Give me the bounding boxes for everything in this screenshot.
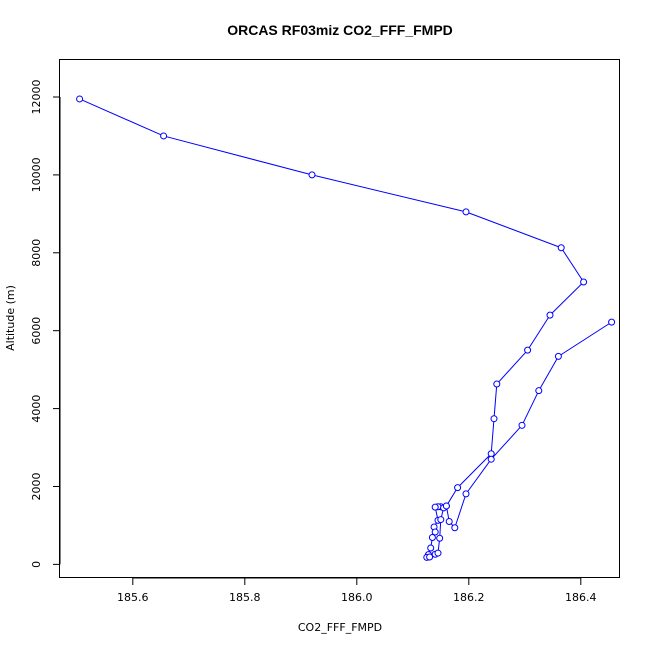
data-point <box>436 534 444 542</box>
series-line-segment <box>496 349 528 385</box>
y-tick-label: 6000 <box>30 317 43 345</box>
data-point <box>518 421 526 429</box>
data-point <box>487 455 495 463</box>
series-line-segment <box>558 321 612 357</box>
data-point <box>454 484 462 492</box>
series-line-segment <box>549 281 584 316</box>
y-tick-label: 0 <box>30 561 43 568</box>
data-point <box>493 380 501 388</box>
y-axis-label: Altitude (m) <box>4 285 17 351</box>
data-point <box>428 533 436 541</box>
x-tick-label: 185.6 <box>117 591 149 604</box>
data-point <box>554 352 562 360</box>
data-point <box>608 318 616 326</box>
y-tick-label: 4000 <box>30 395 43 423</box>
data-point <box>535 387 543 395</box>
x-axis: 185.6 185.8 186.0 186.2 186.4 <box>117 577 597 604</box>
series-line-segment <box>445 487 459 507</box>
data-point <box>490 415 498 423</box>
series-line-segment <box>311 174 467 213</box>
y-tick-label: 2000 <box>30 472 43 500</box>
series-line-segment <box>527 314 551 351</box>
chart-title: ORCAS RF03miz CO2_FFF_FMPD <box>227 22 453 38</box>
series-line-segment <box>493 384 498 419</box>
x-tick-label: 186.0 <box>341 591 373 604</box>
x-axis-label: CO2_FFF_FMPD <box>298 621 382 634</box>
data-point <box>442 502 450 510</box>
data-point <box>308 171 316 179</box>
series-line-segment <box>490 418 495 454</box>
series-line-segment <box>521 390 540 426</box>
series-line-segment <box>163 135 313 176</box>
y-axis: 0 2000 4000 6000 8000 10000 12000 <box>30 80 61 568</box>
data-point <box>462 490 470 498</box>
data-point <box>524 346 532 354</box>
data-point <box>427 544 435 552</box>
data-point <box>462 208 470 216</box>
data-point <box>431 503 439 511</box>
x-tick-label: 186.4 <box>565 591 597 604</box>
data-point <box>76 95 84 103</box>
data-point <box>426 553 434 561</box>
y-tick-label: 12000 <box>30 80 43 115</box>
series-line-segment <box>490 424 523 460</box>
data-point <box>160 132 168 140</box>
series-line-segment <box>79 98 164 137</box>
data-point <box>451 524 459 532</box>
y-tick-label: 8000 <box>30 239 43 267</box>
series-line-segment <box>465 211 562 249</box>
series-line-segment <box>538 356 559 391</box>
data-point <box>431 528 439 536</box>
x-tick-label: 185.8 <box>229 591 261 604</box>
data-point <box>434 549 442 557</box>
y-tick-label: 10000 <box>30 157 43 192</box>
data-point <box>445 518 453 526</box>
data-point <box>546 311 554 319</box>
series-line-segment <box>560 247 585 283</box>
data-point <box>437 516 445 524</box>
data-series <box>76 95 616 561</box>
series-line-segment <box>454 493 467 528</box>
data-point <box>557 244 565 252</box>
series-line-segment <box>457 453 492 488</box>
data-point <box>580 278 588 286</box>
x-tick-label: 186.2 <box>453 591 485 604</box>
series-line-segment <box>465 458 492 495</box>
